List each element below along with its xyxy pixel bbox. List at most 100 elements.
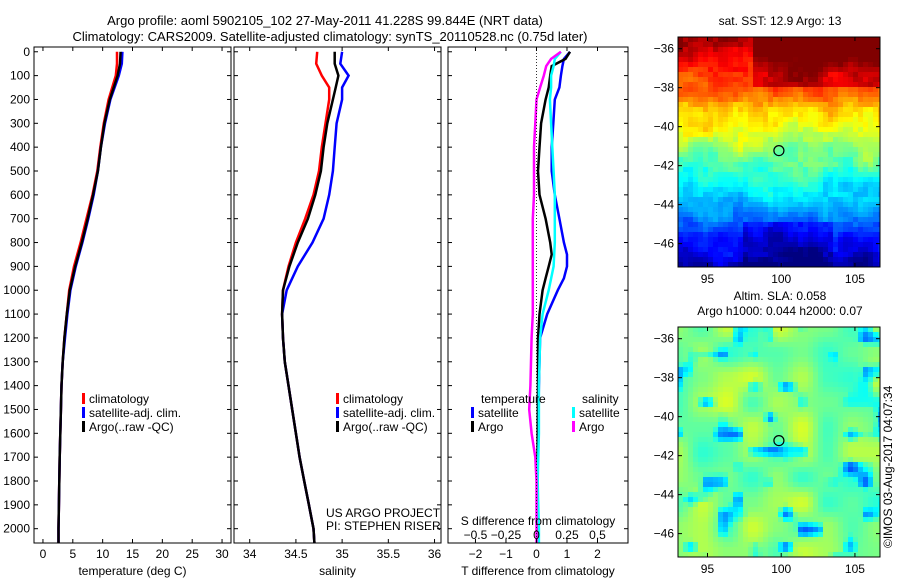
map-cell (708, 192, 713, 197)
map-cell (808, 507, 813, 512)
map-cell (718, 327, 723, 332)
map-cell (698, 62, 703, 67)
map-cell (718, 72, 723, 77)
map-cell (843, 132, 848, 137)
map-cell (843, 237, 848, 242)
map-cell (723, 197, 728, 202)
map-cell (688, 187, 693, 192)
map-cell (828, 207, 833, 212)
map-cell (778, 542, 783, 547)
map-cell (748, 462, 753, 467)
map-cell (683, 507, 688, 512)
map-cell (758, 67, 763, 72)
map-cell (733, 72, 738, 77)
map-cell (788, 37, 793, 42)
map-cell (848, 167, 853, 172)
map-cell (828, 167, 833, 172)
map-cell (813, 77, 818, 82)
map-cell (818, 342, 823, 347)
map-cell (743, 87, 748, 92)
map-cell (713, 77, 718, 82)
map-cell (738, 47, 743, 52)
map-cell (753, 332, 758, 337)
map-cell (808, 517, 813, 522)
map-cell (738, 152, 743, 157)
map-cell (773, 377, 778, 382)
map-cell (723, 47, 728, 52)
map-cell (838, 472, 843, 477)
map-cell (878, 82, 880, 87)
map-cell (763, 77, 768, 82)
map-cell (808, 187, 813, 192)
map-cell (868, 337, 873, 342)
map-cell (773, 427, 778, 432)
map-cell (858, 142, 863, 147)
map-cell (683, 137, 688, 142)
map-cell (708, 397, 713, 402)
map-cell (863, 382, 868, 387)
map-cell (798, 112, 803, 117)
map-cell (843, 137, 848, 142)
map-cell (743, 357, 748, 362)
map-cell (843, 337, 848, 342)
map-cell (703, 82, 708, 87)
map-cell (723, 242, 728, 247)
map-cell (848, 332, 853, 337)
map-cell (733, 447, 738, 452)
map-cell (878, 507, 880, 512)
map-cell (748, 442, 753, 447)
map-cell (698, 462, 703, 467)
map-cell (758, 37, 763, 42)
map-cell (723, 117, 728, 122)
map-cell (753, 522, 758, 527)
map-cell (778, 237, 783, 242)
map-cell (873, 407, 878, 412)
map-cell (808, 537, 813, 542)
map-cell (773, 532, 778, 537)
map-cell (698, 382, 703, 387)
map-cell (768, 47, 773, 52)
map-cell (783, 357, 788, 362)
map-cell (843, 487, 848, 492)
map-cell (773, 337, 778, 342)
map-cell (878, 472, 880, 477)
map-cell (863, 432, 868, 437)
map-cell (763, 82, 768, 87)
map-cell (853, 102, 858, 107)
map-cell (788, 262, 793, 267)
map-cell (793, 207, 798, 212)
map-cell (748, 92, 753, 97)
map-cell (783, 212, 788, 217)
map-cell (748, 157, 753, 162)
map-cell (823, 187, 828, 192)
map-cell (708, 507, 713, 512)
map-cell (678, 367, 683, 372)
map-cell (878, 212, 880, 217)
map-cell (753, 452, 758, 457)
map-cell (863, 152, 868, 157)
map-cell (813, 52, 818, 57)
map-cell (863, 247, 868, 252)
series-line-climatology (280, 51, 331, 544)
map-cell (798, 437, 803, 442)
map-cell (843, 117, 848, 122)
map-cell (813, 417, 818, 422)
map-cell (868, 102, 873, 107)
map-cell (688, 122, 693, 127)
map-cell (808, 502, 813, 507)
map-cell (823, 537, 828, 542)
map-cell (693, 237, 698, 242)
map-cell (693, 102, 698, 107)
map-cell (698, 527, 703, 532)
map-cell (808, 452, 813, 457)
map-cell (723, 512, 728, 517)
map-cell (818, 382, 823, 387)
map-cell (798, 92, 803, 97)
map-cell (723, 37, 728, 42)
depth-tick-label: 2000 (3, 522, 30, 536)
map-cell (758, 412, 763, 417)
map-cell (793, 467, 798, 472)
map-cell (828, 107, 833, 112)
map-cell (838, 37, 843, 42)
map-cell (683, 422, 688, 427)
